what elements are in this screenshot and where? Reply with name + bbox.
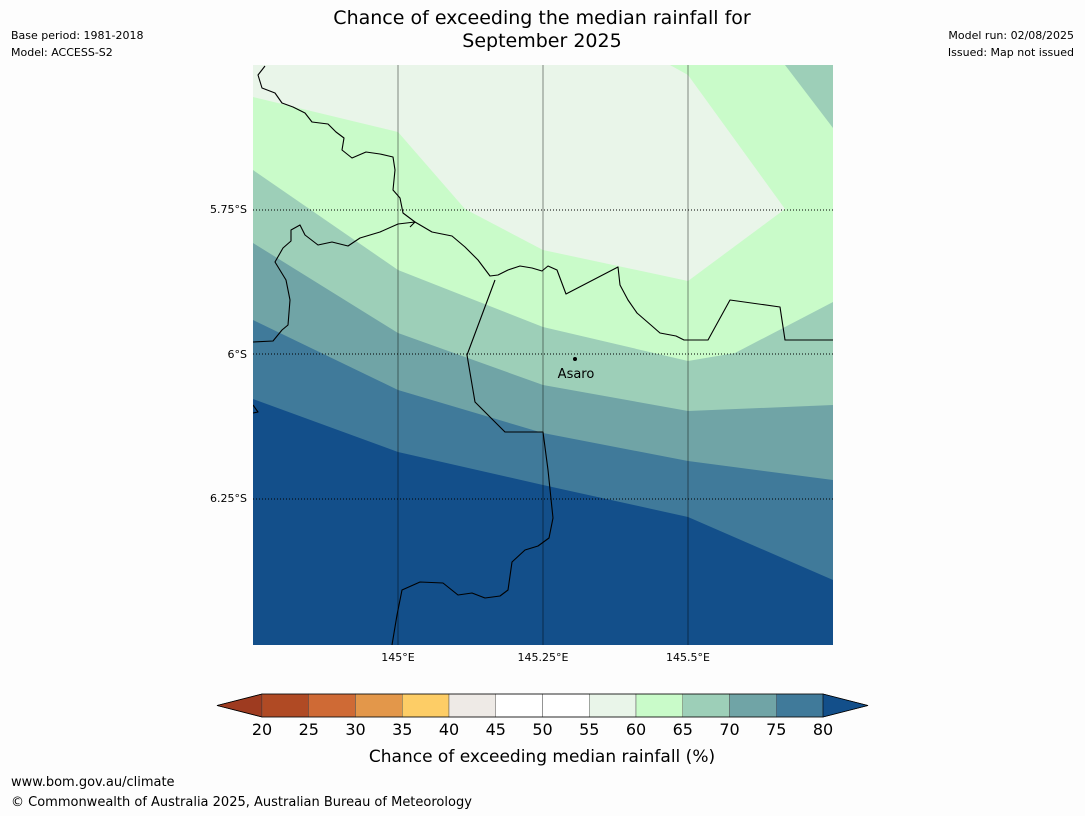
parallel-lines <box>253 209 833 500</box>
colorbar-segment <box>729 693 777 718</box>
colorbar-segment <box>635 693 683 718</box>
province-boundaries <box>253 65 833 645</box>
boundary-west-notch <box>253 404 259 414</box>
colorbar-tick-label: 40 <box>439 720 459 739</box>
issued-text: Issued: Map not issued <box>947 46 1074 59</box>
colorbar-tick-label: 70 <box>719 720 739 739</box>
colorbar-tick-label: 20 <box>252 720 272 739</box>
colorbar-tick-label: 25 <box>299 720 319 739</box>
colorbar-segment <box>448 693 496 718</box>
colorbar-segment <box>495 693 543 718</box>
colorbar-segment <box>682 693 730 718</box>
meridian-lines <box>397 65 689 645</box>
colorbar-tick-label: 80 <box>813 720 833 739</box>
colorbar-tick-label: 60 <box>626 720 646 739</box>
place-marker-asaro: Asaro <box>558 357 595 382</box>
colorbar-outline <box>216 693 869 718</box>
colorbar-segment <box>402 693 450 718</box>
colorbar-tick-label: 55 <box>579 720 599 739</box>
lat-label-6s: 6°S <box>228 348 247 361</box>
lon-label-145-25e: 145.25°E <box>518 651 569 664</box>
boundary-central <box>253 221 833 343</box>
title-line-2: September 2025 <box>462 30 622 52</box>
footer-copyright: © Commonwealth of Australia 2025, Austra… <box>11 795 472 810</box>
lon-label-145-5e: 145.5°E <box>666 651 710 664</box>
metadata-right: Model run: 02/08/2025 Issued: Map not is… <box>948 27 1074 61</box>
band-55-60 <box>253 65 785 281</box>
colorbar-tick-label: 45 <box>486 720 506 739</box>
colorbar-segment <box>308 693 356 718</box>
title-line-1: Chance of exceeding the median rainfall … <box>333 7 751 29</box>
map-title: Chance of exceeding the median rainfall … <box>242 7 842 53</box>
colorbar-extend-low <box>216 693 263 718</box>
colorbar-segment <box>542 693 590 718</box>
asaro-dot <box>573 357 577 361</box>
colorbar-label: Chance of exceeding median rainfall (%) <box>369 747 715 767</box>
map-panel: Asaro <box>253 65 833 645</box>
model-text: Model: ACCESS-S2 <box>11 46 113 59</box>
metadata-left: Base period: 1981-2018 Model: ACCESS-S2 <box>11 27 143 61</box>
colorbar-segment <box>776 693 824 718</box>
colorbar-segment <box>261 693 309 718</box>
longitude-labels: 145°E 145.25°E 145.5°E <box>381 651 710 664</box>
model-run-text: Model run: 02/08/2025 <box>948 29 1074 42</box>
colorbar-tick-label: 30 <box>345 720 365 739</box>
colorbar-tick-label: 50 <box>532 720 552 739</box>
colorbar-extend-high <box>822 693 869 718</box>
band-corner-65-70 <box>785 65 833 128</box>
boundary-south <box>391 279 554 645</box>
base-period-text: Base period: 1981-2018 <box>11 29 144 42</box>
colorbar-tick-label: 65 <box>673 720 693 739</box>
lat-label-6-25s: 6.25°S <box>210 492 247 505</box>
footer-url: www.bom.gov.au/climate <box>11 775 175 790</box>
latitude-labels: 5.75°S 6°S 6.25°S <box>210 203 247 505</box>
colorbar: 20 25 30 35 40 45 50 55 60 65 70 75 80 <box>216 693 869 739</box>
colorbar-tick-label: 35 <box>392 720 412 739</box>
colorbar-segment <box>589 693 637 718</box>
lon-label-145e: 145°E <box>381 651 414 664</box>
colorbar-tick-label: 75 <box>766 720 786 739</box>
boundary-north <box>257 65 416 228</box>
colorbar-segment <box>355 693 403 718</box>
asaro-label: Asaro <box>558 367 595 382</box>
lat-label-5-75s: 5.75°S <box>210 203 247 216</box>
